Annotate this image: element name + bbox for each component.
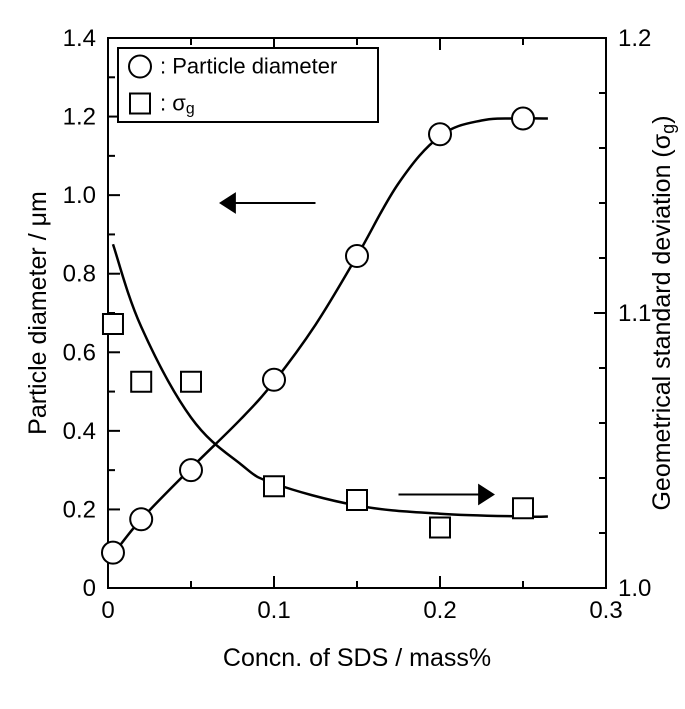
yright-axis-title: Geometrical standard deviation (σg)	[648, 115, 678, 510]
sigma-marker	[131, 372, 151, 392]
yleft-tick-label: 1.4	[63, 25, 96, 52]
yleft-tick-label: 1.2	[63, 104, 96, 131]
diameter-marker	[102, 542, 124, 564]
yleft-tick-label: 0.6	[63, 339, 96, 366]
yright-tick-label: 1.0	[618, 575, 651, 602]
legend-circle-icon	[129, 56, 151, 78]
diameter-marker	[346, 245, 368, 267]
yleft-axis-title: Particle diameter / μm	[24, 191, 52, 435]
legend-square-icon	[130, 94, 150, 114]
yleft-tick-label: 0.4	[63, 418, 96, 445]
sigma-marker	[347, 490, 367, 510]
sigma-marker	[513, 498, 533, 518]
yright-tick-label: 1.1	[618, 300, 651, 327]
diameter-marker	[429, 123, 451, 145]
yright-tick-label: 1.2	[618, 25, 651, 52]
legend-label: : Particle diameter	[160, 54, 337, 79]
diameter-marker	[180, 459, 202, 481]
diameter-marker	[512, 108, 534, 130]
diameter-marker	[263, 369, 285, 391]
sigma-curve	[113, 244, 548, 516]
yleft-tick-label: 0.8	[63, 261, 96, 288]
sigma-marker	[430, 518, 450, 538]
x-tick-label: 0.2	[423, 597, 456, 624]
sigma-marker	[264, 476, 284, 496]
x-axis-title: Concn. of SDS / mass%	[223, 644, 491, 672]
arrow-right-head	[479, 486, 493, 504]
x-tick-label: 0.1	[257, 597, 290, 624]
sigma-marker	[181, 372, 201, 392]
yleft-tick-label: 0.2	[63, 496, 96, 523]
yleft-tick-label: 1.0	[63, 182, 96, 209]
diameter-marker	[130, 508, 152, 530]
arrow-left-head	[221, 194, 235, 212]
yleft-tick-label: 0	[83, 575, 96, 602]
dual-axis-chart: 00.10.20.300.20.40.60.81.01.21.41.01.11.…	[0, 0, 685, 709]
x-tick-label: 0	[101, 597, 114, 624]
sigma-marker	[103, 314, 123, 334]
